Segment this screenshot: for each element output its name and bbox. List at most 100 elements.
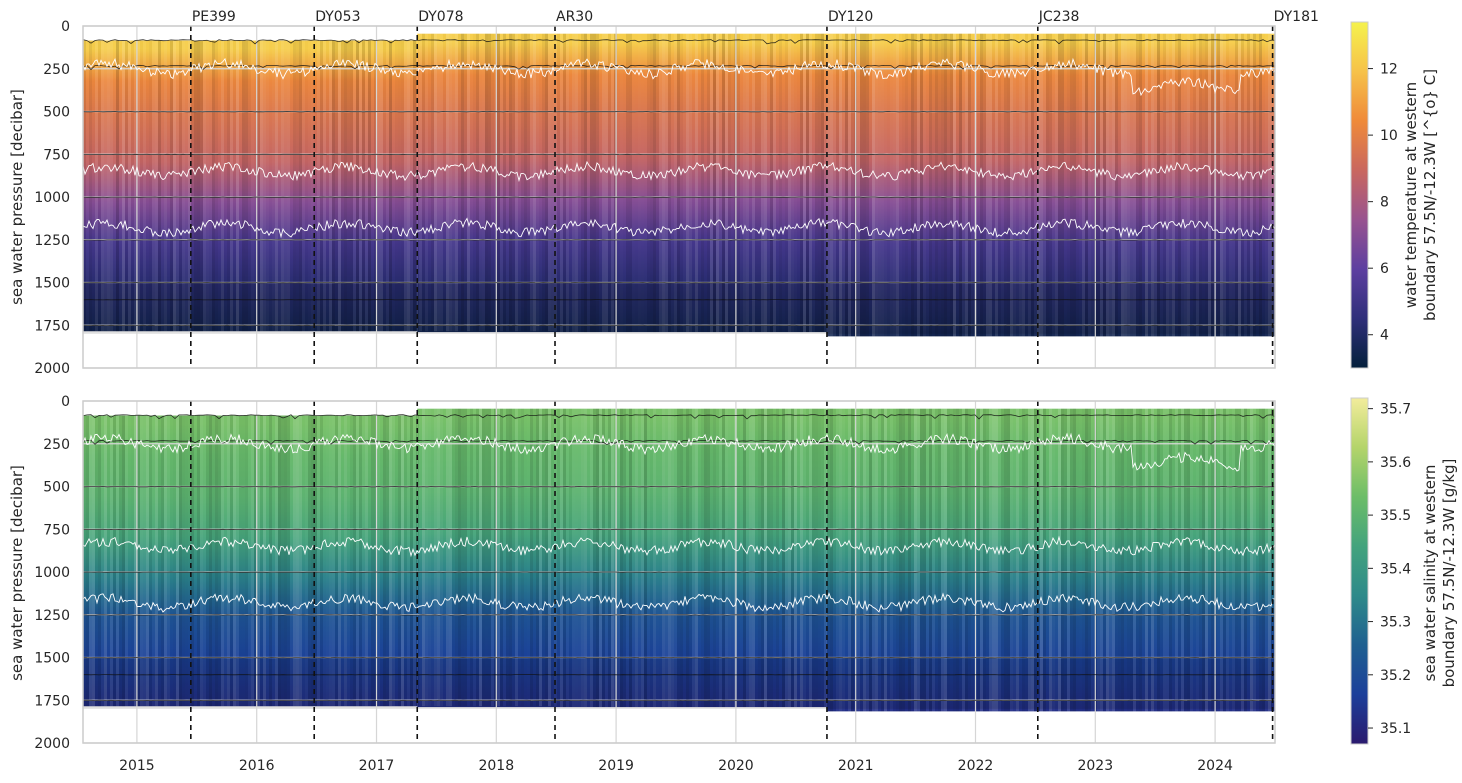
salinity-heatmap <box>83 408 1275 712</box>
heatmap-streak <box>890 33 893 337</box>
heatmap-streak <box>803 33 806 333</box>
colorbar-tick-label: 12 <box>1380 62 1398 78</box>
heatmap-streak <box>608 33 611 333</box>
heatmap-streak <box>413 40 416 332</box>
heatmap-streak <box>1163 33 1166 337</box>
heatmap-streak <box>350 415 353 707</box>
heatmap-streak <box>896 33 899 337</box>
heatmap-streak <box>206 415 209 707</box>
heatmap-streak <box>1244 408 1247 712</box>
heatmap-streak <box>299 415 302 707</box>
heatmap-streak <box>1073 408 1076 712</box>
heatmap-streak <box>1100 408 1103 712</box>
heatmap-streak <box>1220 33 1223 337</box>
heatmap-streak <box>1154 33 1157 337</box>
heatmap-streak <box>530 408 533 707</box>
heatmap-streak <box>1058 33 1061 337</box>
heatmap-streak <box>968 408 971 712</box>
x-tick-label: 2016 <box>239 758 275 774</box>
heatmap-streak <box>1106 408 1109 712</box>
heatmap-streak <box>821 408 824 708</box>
heatmap-streak <box>365 415 368 707</box>
heatmap-streak <box>452 33 455 332</box>
heatmap-streak <box>116 415 119 707</box>
heatmap-streak <box>752 408 755 708</box>
heatmap-streak <box>722 408 725 708</box>
heatmap-streak <box>278 415 281 707</box>
heatmap-streak <box>848 408 851 712</box>
heatmap-streak <box>167 415 170 707</box>
heatmap-streak <box>752 33 755 333</box>
heatmap-streak <box>332 415 335 707</box>
heatmap-streak <box>263 415 266 707</box>
heatmap-streak <box>1112 33 1115 337</box>
heatmap-streak <box>950 408 953 712</box>
heatmap-streak <box>497 33 500 332</box>
heatmap-streak <box>896 408 899 712</box>
heatmap-streak <box>1181 408 1184 712</box>
heatmap-streak <box>560 408 563 708</box>
heatmap-streak <box>401 40 404 332</box>
heatmap-streak <box>977 408 980 712</box>
heatmap-streak <box>1208 33 1211 337</box>
heatmap-streak <box>917 33 920 337</box>
heatmap-streak <box>1055 33 1058 337</box>
heatmap-streak <box>743 408 746 708</box>
heatmap-streak <box>674 33 677 333</box>
heatmap-streak <box>1046 33 1049 337</box>
heatmap-streak <box>818 408 821 708</box>
heatmap-streak <box>236 40 239 332</box>
heatmap-streak <box>1157 33 1160 337</box>
heatmap-streak <box>1199 33 1202 337</box>
heatmap-streak <box>707 33 710 333</box>
heatmap-streak <box>545 408 548 707</box>
heatmap-streak <box>434 408 437 707</box>
heatmap-streak <box>401 415 404 707</box>
heatmap-streak <box>158 40 161 332</box>
heatmap-streak <box>1022 33 1025 337</box>
heatmap-streak <box>665 33 668 333</box>
heatmap-streak <box>509 33 512 332</box>
heatmap-streak <box>656 33 659 333</box>
heatmap-streak <box>281 415 284 707</box>
heatmap-streak <box>542 408 545 707</box>
heatmap-streak <box>317 40 320 332</box>
heatmap-streak <box>605 408 608 708</box>
heatmap-streak <box>617 408 620 708</box>
heatmap-streak <box>701 33 704 333</box>
heatmap-streak <box>716 33 719 333</box>
heatmap-streak <box>1088 408 1091 712</box>
heatmap-streak <box>992 408 995 712</box>
heatmap-streak <box>194 40 197 332</box>
heatmap-streak <box>293 40 296 332</box>
salinity-cruise-lines <box>190 401 1274 743</box>
heatmap-streak <box>179 40 182 332</box>
heatmap-streak <box>725 408 728 708</box>
temperature-colorbar-label-line1: water temperature at western <box>1402 82 1420 308</box>
heatmap-streak <box>410 40 413 332</box>
heatmap-streak <box>341 40 344 332</box>
heatmap-streak <box>1160 408 1163 712</box>
heatmap-streak <box>1235 33 1238 337</box>
heatmap-streak <box>374 415 377 707</box>
heatmap-streak <box>218 415 221 707</box>
heatmap-streak <box>590 33 593 333</box>
heatmap-streak <box>839 408 842 712</box>
heatmap-streak <box>569 408 572 708</box>
heatmap-streak <box>1067 33 1070 337</box>
heatmap-streak <box>185 415 188 707</box>
heatmap-streak <box>386 40 389 332</box>
heatmap-streak <box>1052 408 1055 712</box>
colorbar-tick-label: 6 <box>1380 261 1389 277</box>
heatmap-streak <box>134 40 137 332</box>
heatmap-streak <box>98 415 101 707</box>
heatmap-streak <box>1172 33 1175 337</box>
heatmap-streak <box>413 415 416 707</box>
heatmap-streak <box>1253 33 1256 337</box>
heatmap-streak <box>530 33 533 332</box>
heatmap-streak <box>173 40 176 332</box>
heatmap-streak <box>1244 33 1247 337</box>
heatmap-streak <box>566 408 569 708</box>
heatmap-streak <box>1064 408 1067 712</box>
heatmap-streak <box>1115 33 1118 337</box>
